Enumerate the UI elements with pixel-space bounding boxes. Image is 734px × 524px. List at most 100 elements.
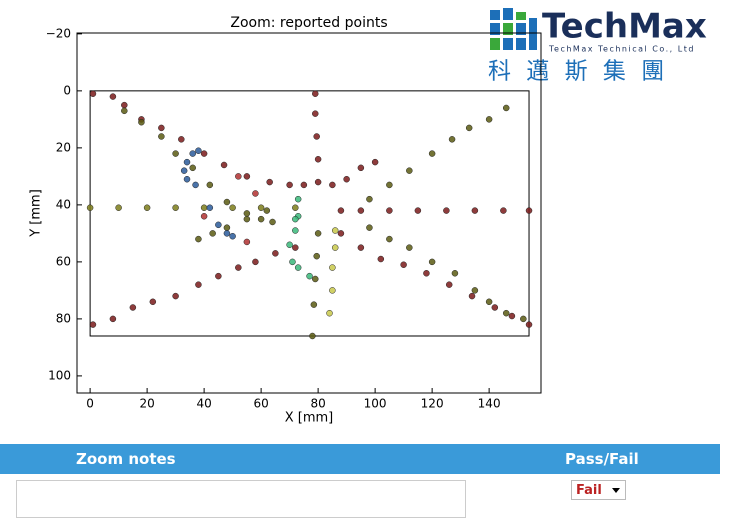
y-tick-label: 0 [63, 83, 71, 97]
company: TechMax Technical Co., Ltd [548, 45, 695, 54]
point [329, 181, 336, 189]
point [286, 181, 293, 189]
point [252, 190, 259, 197]
point [445, 281, 453, 288]
point [243, 210, 251, 217]
point [300, 181, 308, 189]
pass-fail-select[interactable]: Fail [571, 480, 626, 500]
point [314, 156, 322, 163]
point [331, 227, 339, 234]
x-tick-label: 120 [421, 397, 444, 411]
point [158, 124, 165, 132]
point [121, 101, 128, 109]
x-tick-label: 60 [253, 397, 268, 411]
point [292, 227, 299, 234]
point [377, 255, 385, 263]
point [357, 164, 365, 172]
point [192, 181, 199, 189]
point [257, 204, 265, 211]
point [312, 90, 319, 97]
point [189, 150, 196, 157]
point [109, 315, 117, 323]
column-header: Pass/Fail [565, 450, 639, 468]
y-tick-label: 80 [56, 311, 71, 325]
point [158, 133, 165, 140]
y-tick-label: 100 [48, 368, 71, 382]
point [269, 218, 276, 226]
point [428, 258, 436, 266]
point [200, 150, 208, 157]
point [313, 133, 320, 140]
point [414, 207, 422, 214]
point [329, 264, 336, 271]
point [209, 230, 216, 237]
point [502, 104, 510, 112]
point [331, 244, 339, 251]
y-tick-label: 40 [56, 197, 71, 211]
point [289, 258, 296, 266]
point [423, 270, 430, 277]
point [195, 235, 202, 243]
point [172, 150, 179, 157]
point [266, 178, 273, 186]
plot-frame [76, 32, 542, 394]
point [206, 204, 214, 211]
point [195, 147, 202, 154]
point [508, 312, 516, 320]
company-chinese: 科 邁 斯 集 團 [488, 59, 668, 85]
point [500, 207, 507, 214]
point [183, 158, 191, 166]
point [200, 204, 208, 211]
point [314, 178, 322, 186]
y-tick-label: 60 [56, 254, 71, 268]
point [229, 204, 236, 211]
point [485, 116, 493, 123]
point [312, 110, 319, 117]
point [223, 224, 231, 231]
point [89, 321, 97, 328]
point [520, 315, 527, 323]
point [215, 221, 222, 229]
x-tick-label: 100 [364, 397, 387, 411]
point [109, 93, 117, 100]
point [229, 232, 236, 240]
y-tick-label: −20 [46, 26, 71, 40]
point [337, 230, 345, 237]
point [243, 215, 251, 223]
point [172, 292, 179, 300]
point [195, 281, 202, 288]
point [294, 264, 302, 271]
chart-title: Zoom: reported points [230, 15, 387, 31]
notes-input[interactable] [16, 480, 466, 518]
point [263, 207, 271, 214]
x-axis-label: X [mm] [285, 411, 334, 426]
point [223, 198, 231, 206]
point [272, 250, 279, 257]
point [149, 298, 157, 306]
point [400, 261, 407, 268]
point [465, 124, 473, 132]
board-outline [89, 90, 530, 337]
x-tick-label: 20 [139, 397, 154, 411]
point [337, 207, 345, 214]
point [525, 321, 533, 328]
point [183, 175, 191, 183]
point [292, 244, 299, 251]
x-tick-label: 0 [86, 397, 94, 411]
point [294, 195, 302, 203]
point [448, 136, 456, 143]
point [386, 235, 393, 243]
column-header: Zoom notes [76, 450, 176, 468]
point [468, 292, 476, 300]
point [309, 332, 316, 340]
point [286, 241, 293, 249]
point [386, 207, 393, 214]
point [312, 275, 319, 283]
point [235, 173, 242, 180]
point [200, 213, 208, 220]
point [115, 204, 122, 211]
point [306, 272, 313, 280]
point [252, 258, 259, 266]
point [189, 164, 196, 172]
